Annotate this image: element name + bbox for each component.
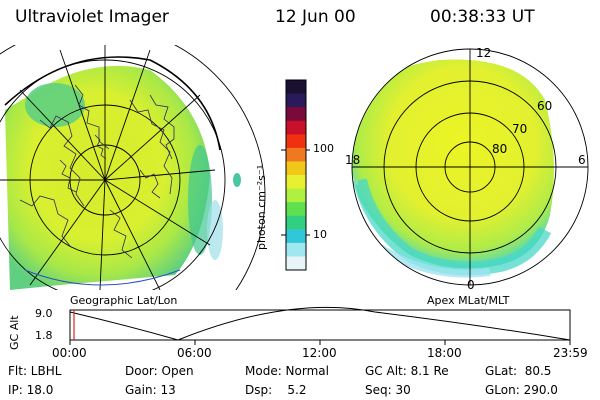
mlt-label-0: 0 — [467, 278, 475, 292]
terminator — [24, 269, 181, 286]
timeline-ylabel: GC Alt — [8, 315, 21, 350]
mlt-label-18: 18 — [345, 153, 360, 167]
info-gain: Gain: 13 — [125, 383, 176, 397]
colorbar-segment — [286, 161, 306, 176]
colorbar-segment — [286, 242, 306, 257]
colorbar-segment — [286, 202, 306, 217]
mlt-label-6: 6 — [578, 153, 586, 167]
apex-label: Apex MLat/MLT — [427, 294, 510, 307]
timeline-xtick-4: 23:59 — [553, 346, 588, 360]
instrument-title: Ultraviolet Imager — [15, 7, 169, 27]
info-seq: Seq: 30 — [365, 383, 411, 397]
colorbar-segment — [286, 134, 306, 149]
timeline-xtick-1: 06:00 — [177, 346, 212, 360]
colorbar-segment — [286, 229, 306, 244]
info-door: Door: Open — [125, 364, 194, 378]
colorbar-segment — [286, 107, 306, 122]
lat-label-80: 80 — [492, 142, 507, 156]
timeline-xtick-3: 18:00 — [427, 346, 462, 360]
colorbar-segment — [286, 120, 306, 135]
mlat-grid — [351, 48, 589, 286]
colorbar-segment — [286, 147, 306, 162]
timeline-frame — [69, 309, 571, 341]
colorbar-segment — [286, 215, 306, 230]
date-label: 12 Jun 00 — [275, 7, 356, 27]
colorbar-segment — [286, 256, 306, 271]
altitude-timeline — [69, 306, 571, 345]
colorbar-segment — [286, 188, 306, 203]
time-label: 00:38:33 UT — [430, 7, 535, 27]
aurora-image-right — [352, 59, 554, 269]
info-filter: Flt: LBHL — [8, 364, 62, 378]
mlt-label-12: 12 — [476, 46, 491, 60]
lat-label-70: 70 — [512, 122, 527, 136]
mlat-mlt-map: 12 18 6 0 60 70 80 — [345, 46, 589, 292]
colorbar — [286, 80, 306, 271]
altitude-curve — [69, 306, 571, 341]
colorbar-segment — [286, 175, 306, 190]
lat-label-60: 60 — [537, 99, 552, 113]
coastlines — [19, 84, 175, 259]
colorbar-frame — [285, 79, 307, 271]
colorbar-unit-label: photon cm⁻²s⁻¹ — [255, 164, 268, 250]
info-glon: GLon: 290.0 — [485, 383, 558, 397]
timeline-xtick-2: 12:00 — [302, 346, 337, 360]
colorbar-tick-100: 100 — [313, 142, 334, 155]
info-glat: GLat: 80.5 — [485, 364, 552, 378]
geographic-label: Geographic Lat/Lon — [70, 294, 178, 307]
timeline-ytick-min: 1.8 — [35, 329, 53, 342]
timeline-ytick-max: 9.0 — [35, 307, 53, 320]
info-mode: Mode: Normal — [245, 364, 329, 378]
info-gc-alt: GC Alt: 8.1 Re — [365, 364, 449, 378]
info-dsp: Dsp: 5.2 — [245, 383, 307, 397]
timeline-xtick-0: 00:00 — [52, 346, 87, 360]
info-ip: IP: 18.0 — [8, 383, 54, 397]
colorbar-segment — [286, 93, 306, 108]
colorbar-segment — [286, 80, 306, 95]
limb-arc — [4, 56, 221, 151]
colorbar-tick-10: 10 — [313, 228, 327, 241]
geographic-map — [0, 45, 266, 290]
